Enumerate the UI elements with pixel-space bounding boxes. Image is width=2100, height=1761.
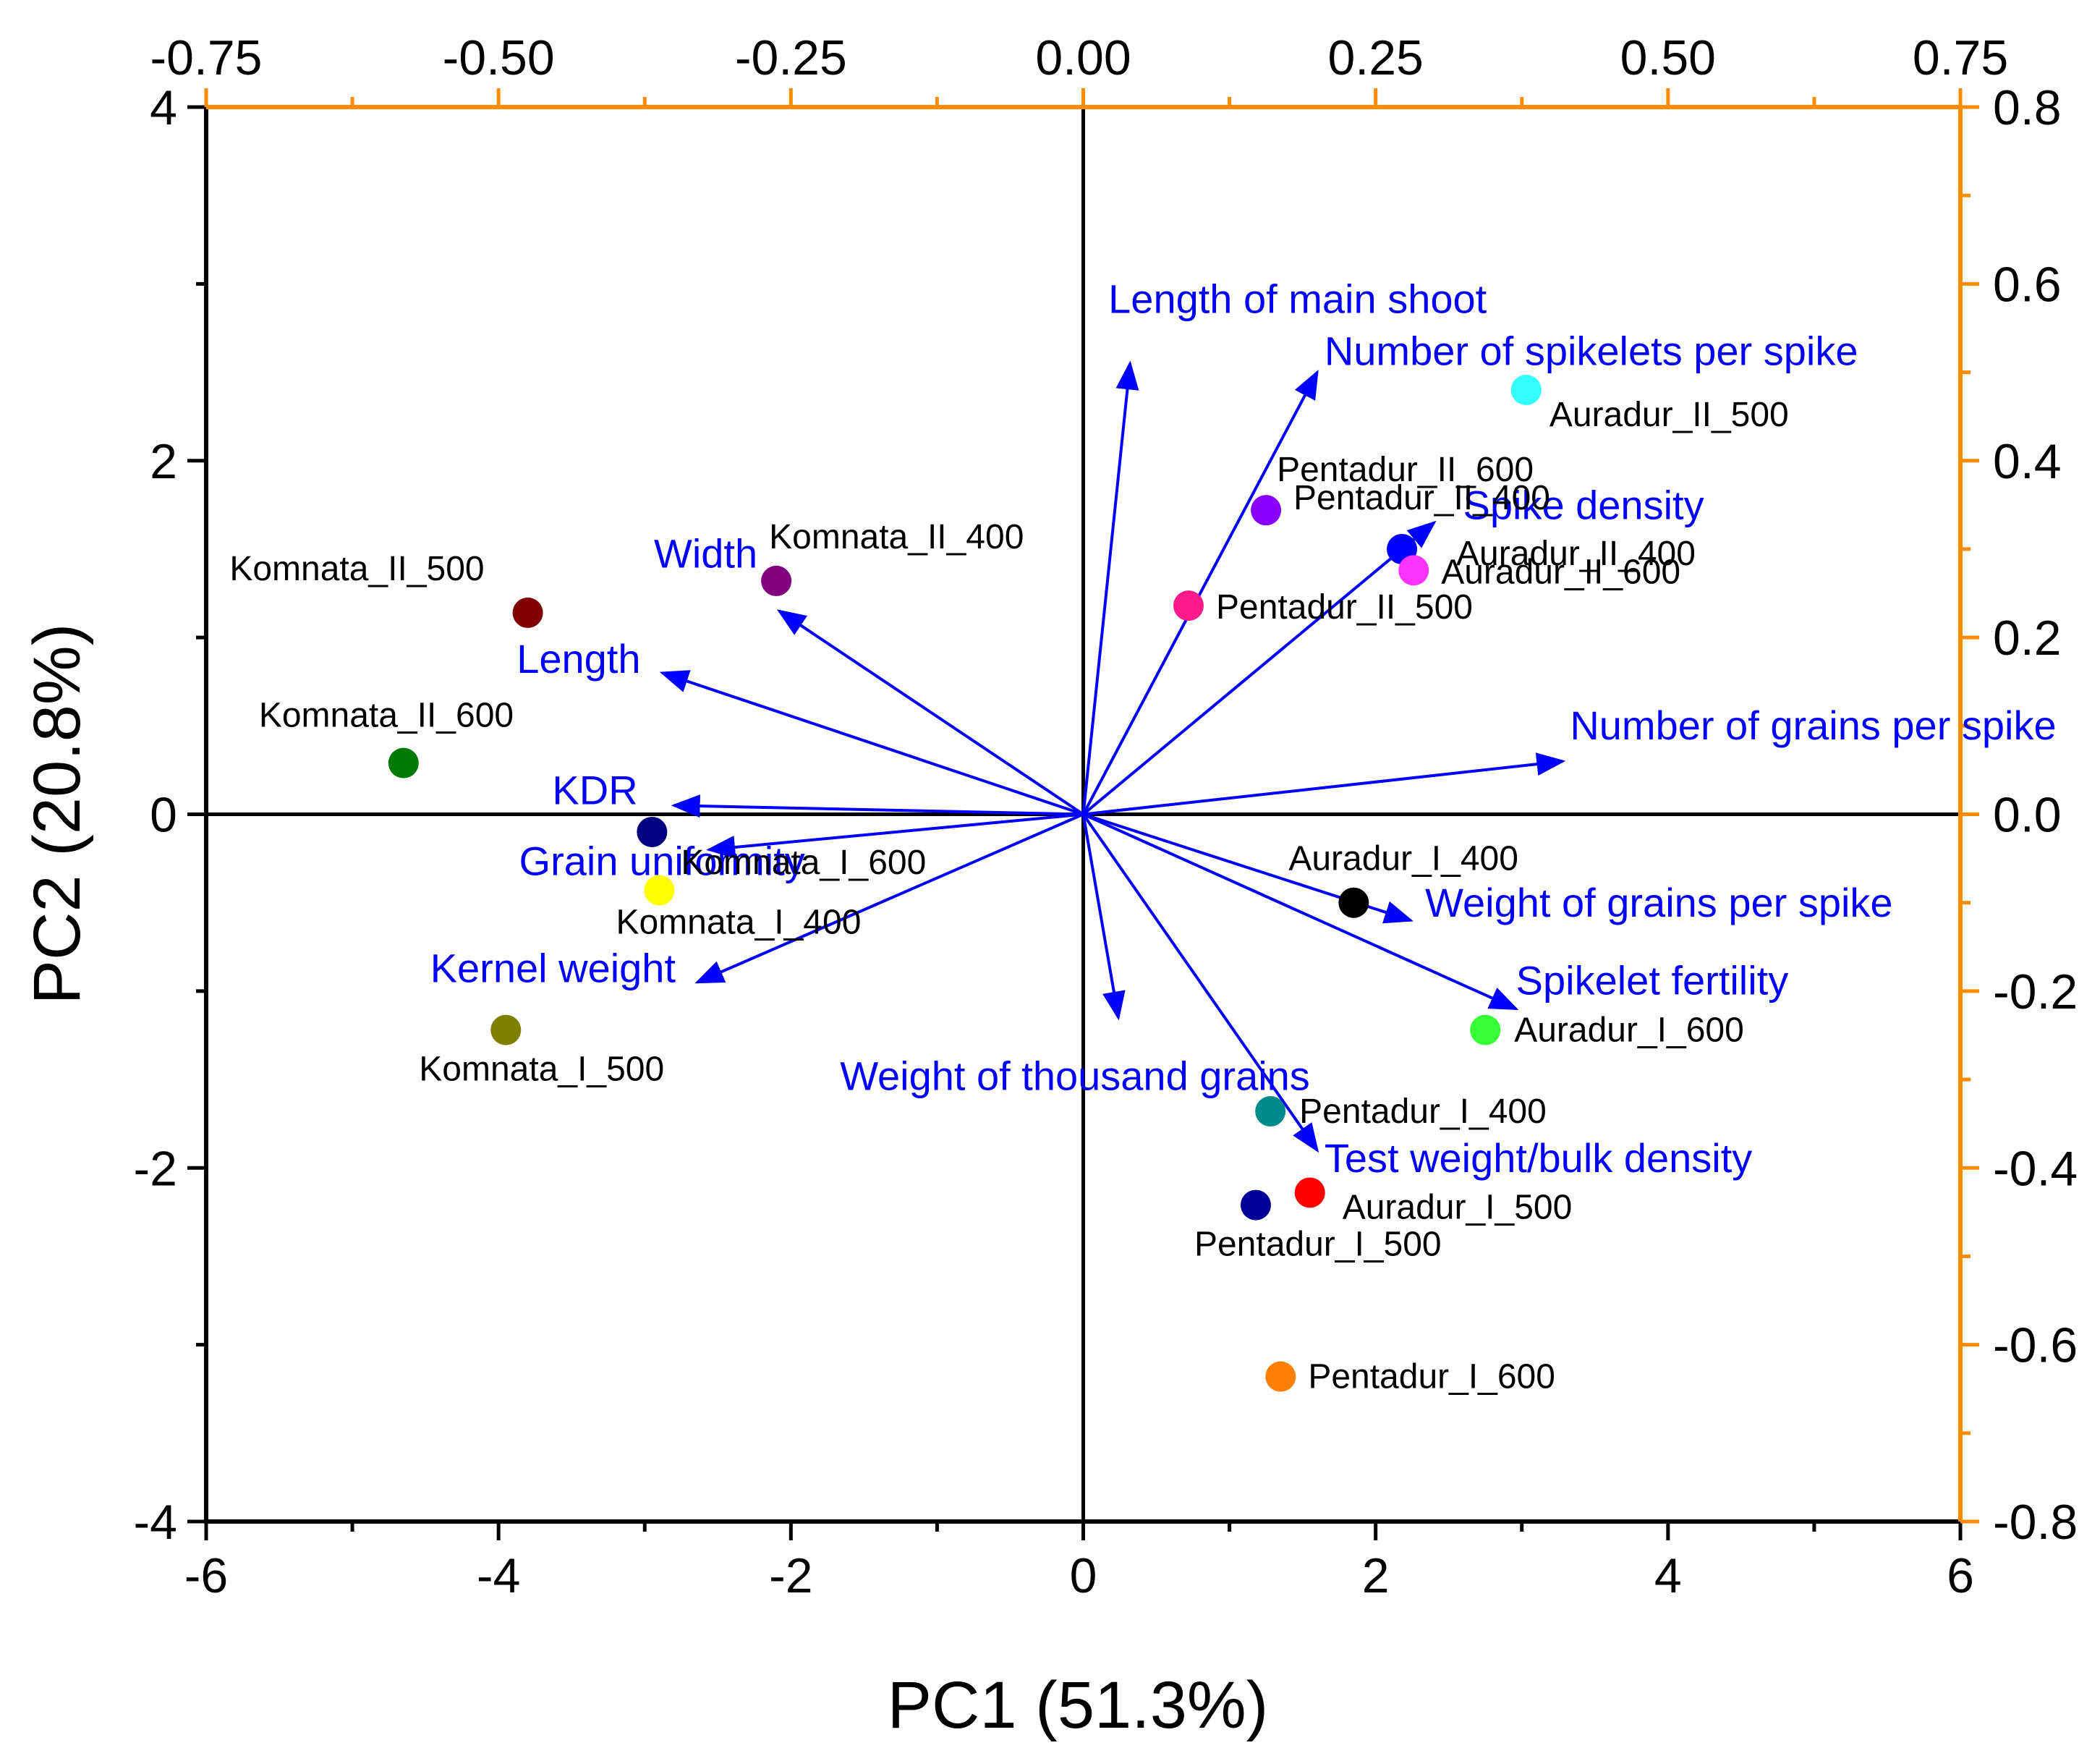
x-tick-label: -4 [477, 1548, 520, 1603]
score-point [1251, 495, 1282, 526]
top-tick-label: -0.75 [150, 30, 263, 85]
score-label: Pentadur_I_500 [1194, 1226, 1442, 1264]
score-label: Komnata_II_600 [259, 697, 514, 735]
score-point [490, 1014, 522, 1045]
top-tick-label: 0.75 [1913, 30, 2008, 85]
score-point [644, 875, 675, 906]
score-point [1338, 887, 1369, 918]
right-tick-label: -0.6 [1993, 1318, 2078, 1373]
y-tick-label: -4 [134, 1495, 177, 1550]
score-label: Pentadur_II_400 [1293, 479, 1550, 517]
loading-arrow [1082, 812, 1519, 1011]
right-tick-label: 0.8 [1993, 80, 2062, 135]
loading-label: Weight of thousand grains [840, 1053, 1310, 1099]
loading-arrow [1081, 813, 1319, 1153]
y-tick-label: 2 [150, 434, 177, 489]
score-label: Auradur_I_600 [1514, 1011, 1744, 1050]
score-label: Auradur_I_400 [1288, 840, 1518, 878]
top-tick-label: -0.50 [443, 30, 555, 85]
score-label: Pentadur_II_600 [1277, 451, 1534, 489]
loading-arrow [1082, 520, 1437, 816]
x-tick-label: 4 [1654, 1548, 1682, 1603]
loading-label: Grain uniformity [519, 838, 805, 883]
x-tick-label: 6 [1947, 1548, 1974, 1603]
loading-arrow [694, 812, 1084, 984]
score-point [512, 597, 543, 628]
score-point [761, 565, 792, 596]
score-label: Auradur_II_400 [1456, 535, 1696, 573]
x-tick-label: 2 [1362, 1548, 1390, 1603]
right-tick-label: 0.2 [1993, 611, 2062, 666]
loading-label: Length of main shoot [1108, 276, 1487, 321]
score-label: Pentadur_I_400 [1299, 1092, 1547, 1131]
score-label: Komnata_II_500 [229, 550, 484, 588]
loading-arrow [1081, 370, 1319, 815]
loading-label: Weight of grains per spike [1425, 880, 1892, 925]
loading-label: KDR [552, 767, 637, 812]
score-point [1398, 555, 1429, 586]
score-point [1240, 1189, 1271, 1221]
loading-label: Number of spikelets per spike [1325, 328, 1858, 374]
score-label: Auradur_II_500 [1550, 396, 1789, 434]
loading-label: Spike density [1463, 482, 1704, 527]
score-point [1294, 1177, 1325, 1208]
loading-label: Length [517, 636, 640, 682]
score-point [1510, 375, 1542, 405]
right-tick-label: -0.8 [1993, 1495, 2078, 1550]
y-tick-label: 4 [150, 80, 177, 135]
loading-arrow [659, 670, 1084, 816]
loading-arrow [1081, 814, 1126, 1021]
loading-arrow [776, 609, 1084, 816]
score-point [1173, 590, 1204, 621]
score-label: Auradur_II_600 [1441, 553, 1680, 591]
right-tick-label: 0.6 [1993, 257, 2062, 312]
score-label: Auradur_I_500 [1343, 1188, 1573, 1226]
right-tick-label: -0.2 [1993, 964, 2078, 1019]
x-tick-label: 0 [1070, 1548, 1097, 1603]
score-label: Komnata_I_600 [681, 844, 926, 882]
loading-arrow [1083, 752, 1566, 816]
score-label: Komnata_I_400 [616, 904, 861, 942]
right-tick-label: 0.0 [1993, 788, 2062, 843]
top-tick-label: 0.25 [1327, 30, 1423, 85]
loading-arrows [659, 360, 1566, 1153]
loading-arrow [706, 812, 1084, 859]
right-tick-label: -0.4 [1993, 1141, 2078, 1196]
score-label: Pentadur_II_500 [1216, 588, 1473, 627]
y-axis-title: PC2 (20.8%) [20, 624, 94, 1005]
labels: Length of main shoot Number of spikelets … [229, 276, 2056, 1396]
score-point [1255, 1096, 1286, 1127]
loading-label: Spikelet fertility [1516, 957, 1789, 1003]
top-tick-label: 0.00 [1035, 30, 1131, 85]
y-tick-label: 0 [150, 788, 177, 843]
score-point [1470, 1014, 1501, 1045]
x-axis-title: PC1 (51.3%) [888, 1668, 1269, 1742]
score-label: Pentadur_I_600 [1308, 1358, 1555, 1396]
y-tick-label: -2 [134, 1141, 177, 1196]
loading-label: Kernel weight [430, 946, 676, 991]
score-points [388, 375, 1542, 1392]
score-point [1265, 1361, 1296, 1392]
top-tick-label: 0.50 [1620, 30, 1716, 85]
loading-label: Width [654, 530, 757, 576]
score-label: Komnata_II_400 [769, 518, 1024, 556]
loading-label: Number of grains per spike [1570, 703, 2056, 748]
right-tick-label: 0.4 [1993, 434, 2062, 489]
loading-arrow [671, 794, 1084, 818]
score-point [637, 816, 668, 847]
x-tick-label: -2 [769, 1548, 812, 1603]
score-label: Komnata_I_500 [419, 1051, 664, 1089]
loading-arrow [1081, 360, 1139, 815]
score-point [388, 747, 419, 778]
loading-label: Test weight/bulk density [1325, 1135, 1752, 1181]
x-tick-label: -6 [184, 1548, 228, 1603]
top-tick-label: -0.25 [735, 30, 847, 85]
